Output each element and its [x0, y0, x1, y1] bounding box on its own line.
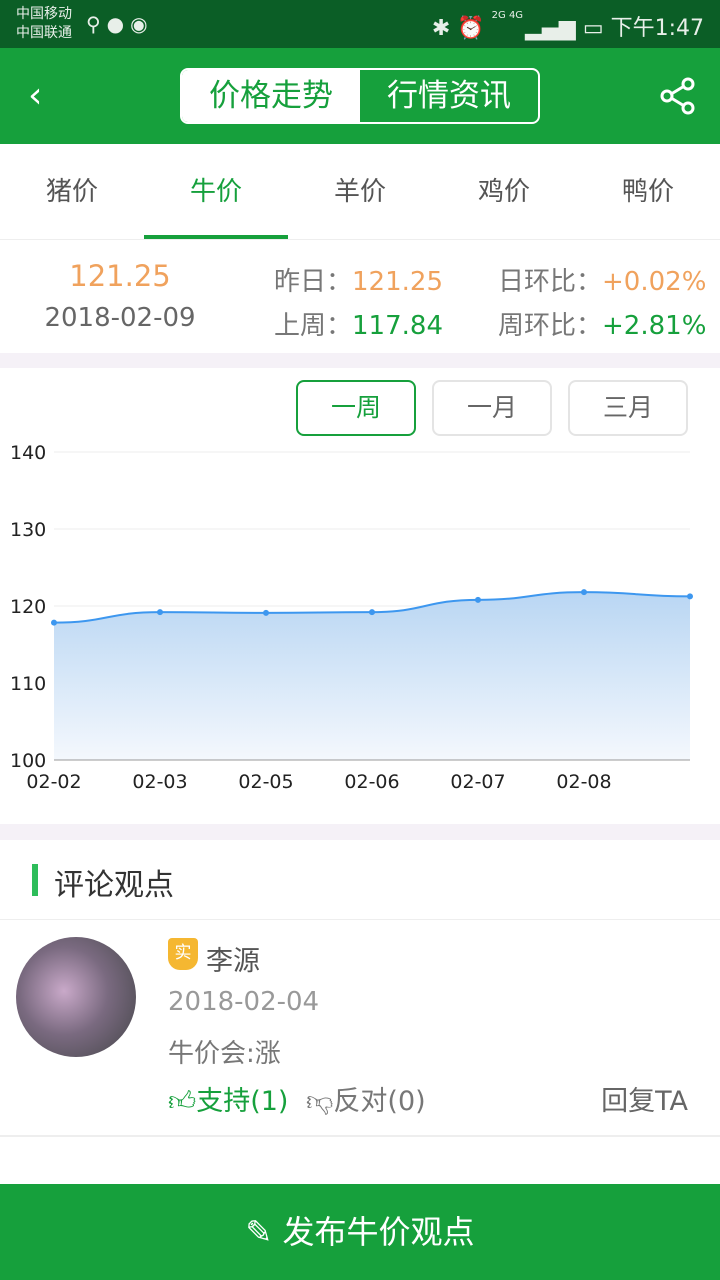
edit-icon: ✎: [245, 1213, 283, 1251]
lastweek-label: 上周：: [274, 311, 353, 341]
tab-cattle[interactable]: 牛价: [144, 144, 288, 239]
post-opinion-button[interactable]: ✎ 发布牛价观点: [0, 1184, 720, 1280]
price-summary: 121.25 2018-02-09 昨日：121.25 上周：117.84 日环…: [0, 241, 720, 353]
y-tick-label: 110: [10, 673, 46, 695]
lastweek-value: 117.84: [352, 311, 443, 341]
network-type: 2G 4G: [491, 10, 524, 21]
back-button[interactable]: ‹: [28, 76, 54, 116]
data-point: [687, 593, 693, 600]
carrier-2: 中国联通: [16, 25, 72, 41]
x-tick-label: 02-02: [26, 771, 81, 793]
tab-pig[interactable]: 猪价: [45, 177, 98, 207]
section-title: 评论观点: [54, 868, 174, 903]
tab-sheep[interactable]: 羊价: [333, 177, 386, 207]
wow-label: 周环比：: [498, 311, 603, 341]
verified-badge: 实: [168, 938, 198, 970]
data-point: [157, 609, 163, 616]
oppose-label: 反对(0): [333, 1086, 426, 1117]
area-fill: [54, 592, 690, 760]
clock: 下午1:47: [610, 16, 704, 41]
notification-icons: ⚲●◉: [86, 12, 154, 36]
yesterday-value: 121.25: [352, 267, 443, 297]
comment-item: 实 李源 2018-02-04 牛价会:涨 👍︎支持(1) 👎︎反对(0) 回复…: [0, 921, 720, 1137]
carrier-info: 中国移动 中国联通: [16, 5, 72, 43]
status-bar: 中国移动中国联通 ⚲●◉ ✱ ⏰ 2G 4G▂▄▆ ▭ 下午1:47: [0, 0, 720, 48]
current-price: 121.25: [69, 259, 171, 293]
y-tick-label: 140: [10, 442, 46, 464]
bluetooth-alarm-icons: ✱ ⏰: [431, 16, 492, 41]
y-tick-label: 120: [10, 596, 46, 618]
section-accent: [32, 864, 38, 896]
tab-market-news[interactable]: 行情资讯: [387, 78, 511, 114]
data-point: [263, 609, 269, 616]
comment-text: 牛价会:涨: [168, 1039, 281, 1069]
range-month[interactable]: 一月: [432, 380, 552, 436]
divider: [0, 353, 720, 368]
x-tick-label: 02-07: [450, 771, 505, 793]
range-selector: 一周 一月 三月: [296, 380, 688, 436]
avatar[interactable]: [16, 937, 136, 1057]
share-icon: [660, 77, 695, 115]
tab-price-trend[interactable]: 价格走势: [182, 70, 360, 122]
support-label: 支持(1): [196, 1086, 289, 1117]
reply-button[interactable]: 回复TA: [601, 1086, 688, 1117]
data-point: [475, 596, 481, 603]
last-week: 上周：117.84: [274, 305, 443, 342]
y-tick-label: 130: [10, 519, 46, 541]
header-tabs: 价格走势 行情资讯: [180, 68, 540, 124]
yesterday: 昨日：121.25: [274, 261, 443, 298]
dod-label: 日环比：: [498, 267, 603, 297]
carrier-1: 中国移动: [16, 6, 72, 22]
chevron-left-icon: ‹: [28, 75, 43, 116]
tab-chicken[interactable]: 鸡价: [477, 177, 530, 207]
oppose-button[interactable]: 👎︎反对(0): [306, 1079, 426, 1118]
x-tick-label: 02-05: [238, 771, 293, 793]
comments-header: 评论观点: [0, 840, 720, 920]
data-point: [51, 619, 57, 626]
price-date: 2018-02-09: [44, 303, 196, 333]
data-point: [581, 589, 587, 596]
y-tick-label: 100: [10, 750, 46, 772]
share-button[interactable]: [658, 76, 698, 120]
week-over-week: 周环比：+2.81%: [498, 305, 706, 342]
thumbs-up-icon: 👍︎: [168, 1086, 197, 1117]
comment-author: 李源: [206, 946, 260, 977]
x-tick-label: 02-06: [344, 771, 399, 793]
app-header: ‹ 价格走势 行情资讯: [0, 48, 720, 144]
signal-battery-icons: ▂▄▆ ▭: [525, 16, 611, 41]
support-button[interactable]: 👍︎支持(1): [168, 1079, 288, 1118]
yesterday-label: 昨日：: [274, 267, 353, 297]
post-opinion-label: 发布牛价观点: [282, 1213, 475, 1251]
range-week[interactable]: 一周: [296, 380, 416, 436]
status-right: ✱ ⏰ 2G 4G▂▄▆ ▭ 下午1:47: [432, 10, 704, 42]
price-chart: 100 110 120 130 140 02-02 02-03 02-05 02-06 02-07…: [10, 442, 693, 793]
range-3months[interactable]: 三月: [568, 380, 688, 436]
dod-value: +0.02%: [602, 267, 707, 297]
wow-value: +2.81%: [602, 311, 707, 341]
x-tick-label: 02-03: [132, 771, 187, 793]
day-over-day: 日环比：+0.02%: [498, 261, 706, 298]
x-tick-label: 02-08: [556, 771, 611, 793]
thumbs-down-icon: 👎︎: [306, 1086, 334, 1117]
divider: [0, 824, 720, 840]
comment-date: 2018-02-04: [168, 987, 320, 1017]
tab-duck[interactable]: 鸭价: [621, 177, 674, 207]
data-point: [369, 609, 375, 616]
category-tabs: 猪价 牛价 羊价 鸡价 鸭价: [0, 144, 720, 240]
